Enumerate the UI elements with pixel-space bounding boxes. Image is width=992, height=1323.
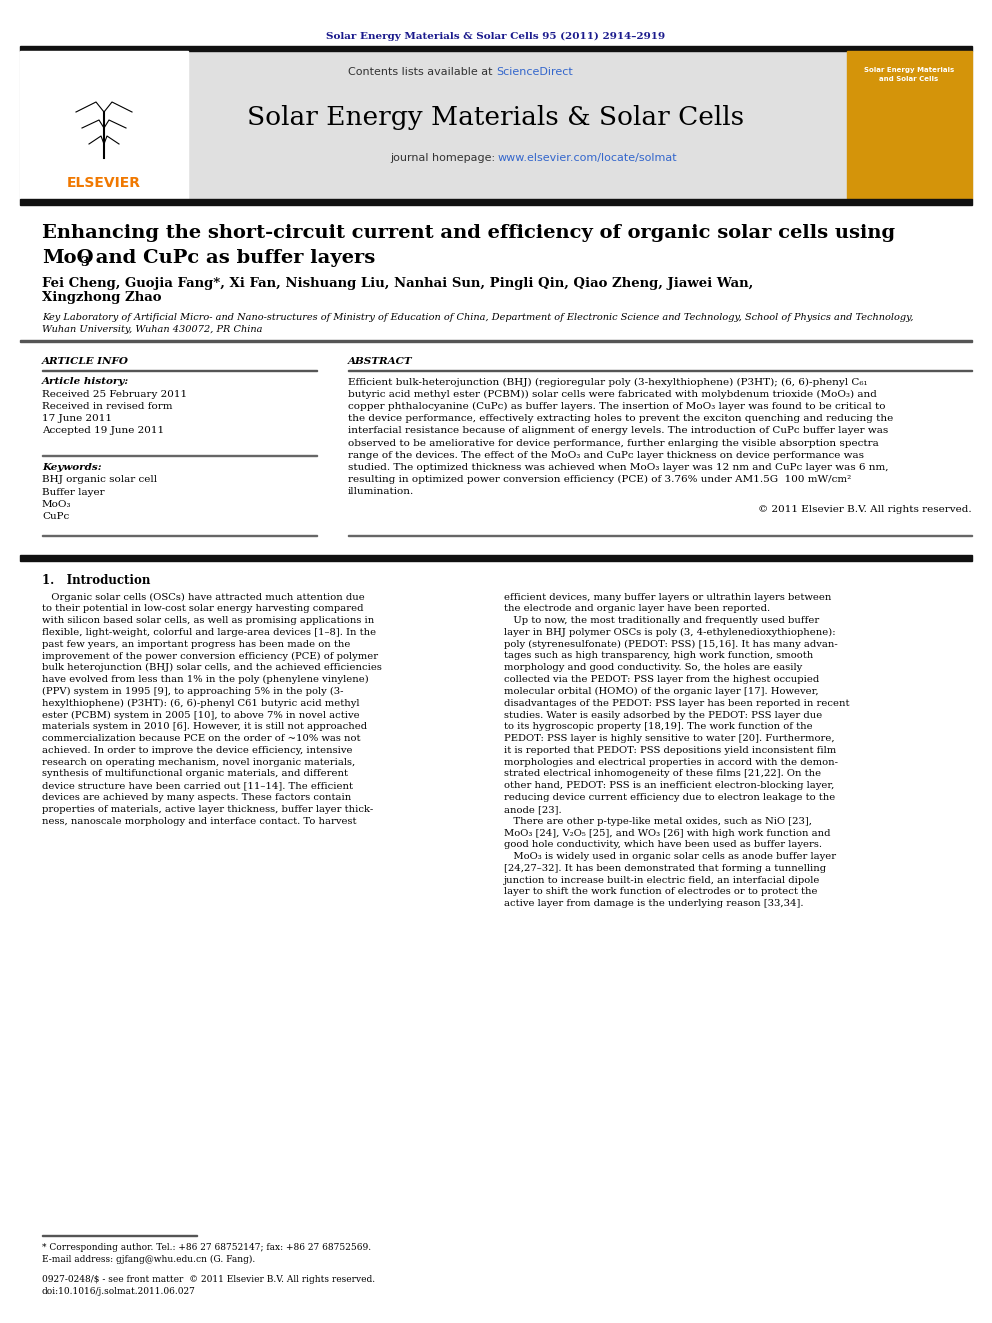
Bar (20, 198, 972, 205)
Text: doi:10.1016/j.solmat.2011.06.027: doi:10.1016/j.solmat.2011.06.027 (42, 1287, 195, 1297)
Text: reducing device current efficiency due to electron leakage to the: reducing device current efficiency due t… (504, 792, 835, 802)
Text: MoO₃ [24], V₂O₅ [25], and WO₃ [26] with high work function and: MoO₃ [24], V₂O₅ [25], and WO₃ [26] with … (504, 828, 830, 837)
Text: PEDOT: PSS layer is highly sensitive to water [20]. Furthermore,: PEDOT: PSS layer is highly sensitive to … (504, 734, 834, 744)
Text: bulk heterojunction (BHJ) solar cells, and the achieved efficiencies: bulk heterojunction (BHJ) solar cells, a… (42, 663, 382, 672)
Text: devices are achieved by many aspects. These factors contain: devices are achieved by many aspects. Th… (42, 792, 351, 802)
Text: the electrode and organic layer have been reported.: the electrode and organic layer have bee… (504, 605, 770, 614)
Text: Received 25 February 2011: Received 25 February 2011 (42, 390, 187, 398)
Text: copper phthalocyanine (CuPc) as buffer layers. The insertion of MoO₃ layer was f: copper phthalocyanine (CuPc) as buffer l… (348, 402, 886, 411)
Text: poly (styrenesulfonate) (PEDOT: PSS) [15,16]. It has many advan-: poly (styrenesulfonate) (PEDOT: PSS) [15… (504, 639, 838, 648)
Text: Buffer layer: Buffer layer (42, 488, 104, 496)
Text: Organic solar cells (OSCs) have attracted much attention due: Organic solar cells (OSCs) have attracte… (42, 593, 365, 602)
Text: range of the devices. The effect of the MoO₃ and CuPc layer thickness on device : range of the devices. The effect of the … (348, 451, 864, 459)
Text: anode [23].: anode [23]. (504, 804, 561, 814)
Text: have evolved from less than 1% in the poly (phenylene vinylene): have evolved from less than 1% in the po… (42, 675, 369, 684)
Text: observed to be ameliorative for device performance, further enlarging the visibl: observed to be ameliorative for device p… (348, 438, 879, 447)
Text: research on operating mechanism, novel inorganic materials,: research on operating mechanism, novel i… (42, 758, 355, 767)
Text: molecular orbital (HOMO) of the organic layer [17]. However,: molecular orbital (HOMO) of the organic … (504, 687, 818, 696)
Text: with silicon based solar cells, as well as promising applications in: with silicon based solar cells, as well … (42, 617, 374, 624)
Text: interfacial resistance because of alignment of energy levels. The introduction o: interfacial resistance because of alignm… (348, 426, 888, 435)
Text: improvement of the power conversion efficiency (PCE) of polymer: improvement of the power conversion effi… (42, 651, 378, 660)
Text: 3: 3 (80, 257, 88, 270)
Text: Article history:: Article history: (42, 377, 129, 386)
Text: layer to shift the work function of electrodes or to protect the: layer to shift the work function of elec… (504, 888, 817, 897)
Text: materials system in 2010 [6]. However, it is still not approached: materials system in 2010 [6]. However, i… (42, 722, 367, 732)
Text: www.elsevier.com/locate/solmat: www.elsevier.com/locate/solmat (498, 153, 678, 163)
Text: * Corresponding author. Tel.: +86 27 68752147; fax: +86 27 68752569.: * Corresponding author. Tel.: +86 27 687… (42, 1242, 371, 1252)
Bar (20, 52, 972, 198)
Text: past few years, an important progress has been made on the: past few years, an important progress ha… (42, 640, 350, 648)
Text: Key Laboratory of Artificial Micro- and Nano-structures of Ministry of Education: Key Laboratory of Artificial Micro- and … (42, 314, 914, 323)
Text: Contents lists available at: Contents lists available at (348, 67, 496, 77)
Text: device structure have been carried out [11–14]. The efficient: device structure have been carried out [… (42, 782, 353, 790)
Text: Xingzhong Zhao: Xingzhong Zhao (42, 291, 162, 304)
Text: Solar Energy Materials: Solar Energy Materials (864, 67, 954, 73)
Text: disadvantages of the PEDOT: PSS layer has been reported in recent: disadvantages of the PEDOT: PSS layer ha… (504, 699, 849, 708)
Text: butyric acid methyl ester (PCBM)) solar cells were fabricated with molybdenum tr: butyric acid methyl ester (PCBM)) solar … (348, 390, 877, 398)
Text: journal homepage:: journal homepage: (390, 153, 499, 163)
Text: morphologies and electrical properties in accord with the demon-: morphologies and electrical properties i… (504, 758, 838, 767)
Text: active layer from damage is the underlying reason [33,34].: active layer from damage is the underlyi… (504, 900, 804, 909)
Text: 1.   Introduction: 1. Introduction (42, 574, 151, 587)
Text: Up to now, the most traditionally and frequently used buffer: Up to now, the most traditionally and fr… (504, 617, 819, 624)
Text: ScienceDirect: ScienceDirect (496, 67, 572, 77)
Text: ABSTRACT: ABSTRACT (348, 357, 413, 366)
Text: CuPc: CuPc (42, 512, 69, 521)
Text: flexible, light-weight, colorful and large-area devices [1–8]. In the: flexible, light-weight, colorful and lar… (42, 628, 376, 636)
Text: Keywords:: Keywords: (42, 463, 101, 471)
Text: (PPV) system in 1995 [9], to approaching 5% in the poly (3-: (PPV) system in 1995 [9], to approaching… (42, 687, 343, 696)
Text: studied. The optimized thickness was achieved when MoO₃ layer was 12 nm and CuPc: studied. The optimized thickness was ach… (348, 463, 889, 472)
Text: to its hygroscopic property [18,19]. The work function of the: to its hygroscopic property [18,19]. The… (504, 722, 812, 732)
Text: tages such as high transparency, high work function, smooth: tages such as high transparency, high wo… (504, 651, 813, 660)
Bar (20, 46, 972, 52)
Text: to their potential in low-cost solar energy harvesting compared: to their potential in low-cost solar ene… (42, 605, 363, 614)
Text: ELSEVIER: ELSEVIER (67, 176, 141, 191)
Text: Fei Cheng, Guojia Fang*, Xi Fan, Nishuang Liu, Nanhai Sun, Pingli Qin, Qiao Zhen: Fei Cheng, Guojia Fang*, Xi Fan, Nishuan… (42, 278, 753, 291)
Text: properties of materials, active layer thickness, buffer layer thick-: properties of materials, active layer th… (42, 804, 373, 814)
Text: Efficient bulk-heterojunction (BHJ) (regioregular poly (3-hexylthiophene) (P3HT): Efficient bulk-heterojunction (BHJ) (reg… (348, 377, 868, 386)
Text: There are other p-type-like metal oxides, such as NiO [23],: There are other p-type-like metal oxides… (504, 816, 812, 826)
Text: illumination.: illumination. (348, 487, 415, 496)
Text: MoO₃ is widely used in organic solar cells as anode buffer layer: MoO₃ is widely used in organic solar cel… (504, 852, 836, 861)
Text: and CuPc as buffer layers: and CuPc as buffer layers (89, 249, 375, 267)
Text: efficient devices, many buffer layers or ultrathin layers between: efficient devices, many buffer layers or… (504, 593, 831, 602)
Text: BHJ organic solar cell: BHJ organic solar cell (42, 475, 157, 484)
Text: layer in BHJ polymer OSCs is poly (3, 4-ethylenedioxythiophene):: layer in BHJ polymer OSCs is poly (3, 4-… (504, 628, 835, 636)
Text: morphology and good conductivity. So, the holes are easily: morphology and good conductivity. So, th… (504, 663, 803, 672)
Text: junction to increase built-in electric field, an interfacial dipole: junction to increase built-in electric f… (504, 876, 820, 885)
Text: commercialization because PCE on the order of ~10% was not: commercialization because PCE on the ord… (42, 734, 360, 744)
Text: ness, nanoscale morphology and interface contact. To harvest: ness, nanoscale morphology and interface… (42, 816, 356, 826)
Text: studies. Water is easily adsorbed by the PEDOT: PSS layer due: studies. Water is easily adsorbed by the… (504, 710, 822, 720)
Text: good hole conductivity, which have been used as buffer layers.: good hole conductivity, which have been … (504, 840, 822, 849)
Text: Solar Energy Materials & Solar Cells 95 (2011) 2914–2919: Solar Energy Materials & Solar Cells 95 … (326, 32, 666, 41)
Text: achieved. In order to improve the device efficiency, intensive: achieved. In order to improve the device… (42, 746, 352, 755)
Text: 0927-0248/$ - see front matter  © 2011 Elsevier B.V. All rights reserved.: 0927-0248/$ - see front matter © 2011 El… (42, 1275, 375, 1285)
Text: Enhancing the short-circuit current and efficiency of organic solar cells using: Enhancing the short-circuit current and … (42, 224, 895, 242)
Text: other hand, PEDOT: PSS is an inefficient electron-blocking layer,: other hand, PEDOT: PSS is an inefficient… (504, 782, 834, 790)
Text: [24,27–32]. It has been demonstrated that forming a tunnelling: [24,27–32]. It has been demonstrated tha… (504, 864, 826, 873)
Text: and Solar Cells: and Solar Cells (879, 75, 938, 82)
Text: resulting in optimized power conversion efficiency (PCE) of 3.76% under AM1.5G  : resulting in optimized power conversion … (348, 475, 851, 484)
Text: E-mail address: gjfang@whu.edu.cn (G. Fang).: E-mail address: gjfang@whu.edu.cn (G. Fa… (42, 1254, 255, 1263)
Text: Accepted 19 June 2011: Accepted 19 June 2011 (42, 426, 164, 435)
Text: © 2011 Elsevier B.V. All rights reserved.: © 2011 Elsevier B.V. All rights reserved… (758, 505, 972, 515)
Text: Solar Energy Materials & Solar Cells: Solar Energy Materials & Solar Cells (247, 105, 745, 130)
Text: Wuhan University, Wuhan 430072, PR China: Wuhan University, Wuhan 430072, PR China (42, 325, 263, 335)
Text: ARTICLE INFO: ARTICLE INFO (42, 357, 129, 366)
Text: strated electrical inhomogeneity of these films [21,22]. On the: strated electrical inhomogeneity of thes… (504, 770, 821, 778)
Text: MoO: MoO (42, 249, 93, 267)
Text: ester (PCBM) system in 2005 [10], to above 7% in novel active: ester (PCBM) system in 2005 [10], to abo… (42, 710, 360, 720)
Text: MoO₃: MoO₃ (42, 500, 71, 509)
Bar (20, 340, 972, 341)
Text: hexylthiophene) (P3HT): (6, 6)-phenyl C61 butyric acid methyl: hexylthiophene) (P3HT): (6, 6)-phenyl C6… (42, 699, 359, 708)
Bar (20, 52, 188, 198)
Text: the device performance, effectively extracting holes to prevent the exciton quen: the device performance, effectively extr… (348, 414, 893, 423)
Bar (20, 556, 972, 561)
Text: synthesis of multifunctional organic materials, and different: synthesis of multifunctional organic mat… (42, 770, 348, 778)
Bar (847, 52, 972, 198)
Text: collected via the PEDOT: PSS layer from the highest occupied: collected via the PEDOT: PSS layer from … (504, 675, 819, 684)
Text: 17 June 2011: 17 June 2011 (42, 414, 112, 423)
Text: it is reported that PEDOT: PSS depositions yield inconsistent film: it is reported that PEDOT: PSS depositio… (504, 746, 836, 755)
Text: Received in revised form: Received in revised form (42, 402, 173, 411)
